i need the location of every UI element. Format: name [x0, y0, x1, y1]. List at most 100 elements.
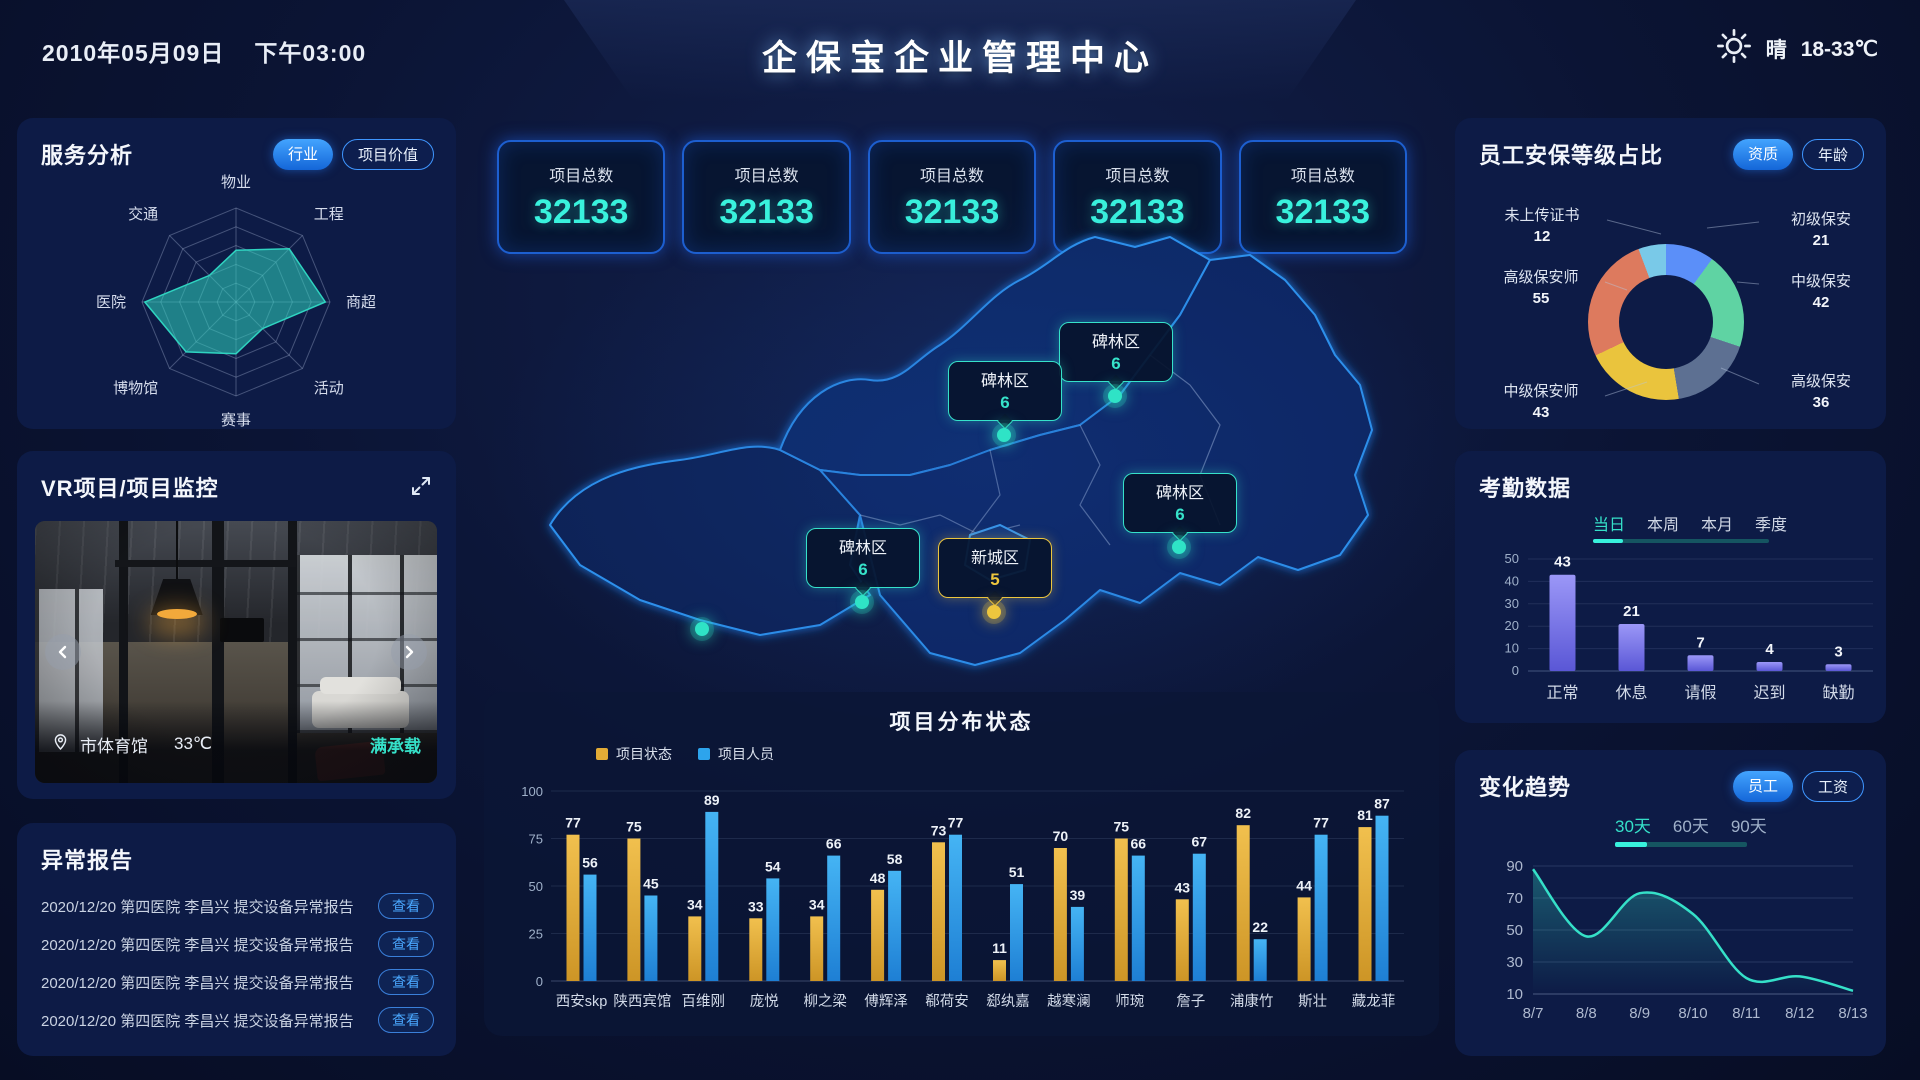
svg-text:22: 22 [1252, 919, 1268, 935]
panel-title: VR项目/项目监控 [41, 476, 219, 501]
donut-label: 高级保安师 55 [1481, 268, 1601, 308]
tab-industry[interactable]: 行业 [272, 138, 333, 170]
stat-cards: 项目总数 32133 项目总数 32133 项目总数 32133 项目总数 32… [497, 140, 1408, 254]
svg-text:51: 51 [1009, 864, 1025, 880]
svg-text:8/8: 8/8 [1576, 1005, 1597, 1022]
svg-text:45: 45 [643, 876, 659, 892]
district-name: 碑林区 [1091, 334, 1140, 351]
location-pin-icon [51, 732, 70, 756]
panel-abnormal-reports: 异常报告 2020/12/20 第四医院 李昌兴 提交设备异常报告 查看 202… [17, 823, 456, 1056]
map-dot-icon[interactable] [855, 595, 869, 609]
weather-range: 18-33℃ [1800, 37, 1878, 61]
svg-text:21: 21 [1623, 603, 1640, 620]
stat-card: 项目总数 32133 [497, 140, 666, 254]
map-tooltip[interactable]: 碑林区 6 [806, 528, 920, 588]
segment-label: 初级保安 [1790, 211, 1851, 228]
segment-label: 未上传证书 [1504, 207, 1580, 224]
view-report-button[interactable]: 查看 [378, 1007, 434, 1033]
segment-label: 中级保安师 [1503, 383, 1579, 400]
svg-text:20: 20 [1505, 618, 1519, 633]
svg-text:43: 43 [1175, 879, 1191, 895]
legend-item-staff[interactable]: 项目人员 [698, 744, 774, 764]
map-tooltip[interactable]: 碑林区 6 [1123, 473, 1237, 533]
page-title: 企保宝企业管理中心 [761, 39, 1158, 78]
stat-label: 项目总数 [734, 168, 799, 185]
attendance-bar-chart: 0 10 20 30 40 50 43 正常 21 休息 7 请假 4 迟到 3 缺勤 [1483, 551, 1883, 721]
svg-text:34: 34 [809, 896, 825, 912]
map-tooltip[interactable]: 碑林区 6 [948, 361, 1062, 421]
donut-label: 中级保安师 43 [1481, 382, 1601, 422]
svg-text:交通: 交通 [128, 205, 158, 223]
tab-qualification[interactable]: 资质 [1732, 138, 1793, 170]
svg-text:博物馆: 博物馆 [113, 380, 158, 397]
svg-text:11: 11 [992, 940, 1007, 956]
prev-arrow-icon[interactable] [45, 634, 81, 670]
map-dot-icon[interactable] [695, 622, 709, 636]
svg-text:商超: 商超 [346, 294, 376, 311]
svg-text:66: 66 [1131, 836, 1147, 852]
svg-text:3: 3 [1834, 643, 1842, 660]
segment-value: 55 [1532, 289, 1550, 307]
svg-text:81: 81 [1357, 807, 1373, 823]
view-report-button[interactable]: 查看 [378, 969, 434, 995]
tab-90-days[interactable]: 90天 [1730, 817, 1767, 836]
map-dot-icon[interactable] [997, 428, 1011, 442]
panel-service-analysis: 服务分析 行业 项目价值 物业 工程 商超 活动 赛事 博物馆 医院 交通 [17, 118, 456, 429]
map-tooltip[interactable]: 碑林区 6 [1059, 322, 1173, 382]
view-report-button[interactable]: 查看 [378, 931, 434, 957]
donut-label: 中级保安 42 [1761, 272, 1881, 312]
svg-text:浦康竹: 浦康竹 [1230, 993, 1274, 1010]
stat-value: 32133 [719, 193, 814, 232]
stat-value: 32133 [905, 193, 1000, 232]
chart-legend: 项目状态 项目人员 [596, 744, 774, 764]
tab-30-days[interactable]: 30天 [1615, 817, 1651, 836]
district-name: 新城区 [970, 550, 1019, 567]
svg-text:陕西宾馆: 陕西宾馆 [613, 993, 671, 1010]
tab-salary[interactable]: 工资 [1801, 770, 1864, 802]
expand-icon[interactable] [410, 475, 432, 502]
svg-text:90: 90 [1506, 858, 1523, 875]
svg-text:郄纨嘉: 郄纨嘉 [986, 993, 1030, 1010]
view-report-button[interactable]: 查看 [378, 893, 434, 919]
tab-this-week[interactable]: 本周 [1647, 517, 1680, 534]
legend-swatch-icon [596, 748, 608, 760]
tab-age[interactable]: 年龄 [1801, 138, 1864, 170]
tab-project-value[interactable]: 项目价值 [341, 138, 434, 170]
svg-text:33: 33 [748, 898, 764, 914]
chart-title: 项目分布状态 [889, 711, 1034, 734]
tab-60-days[interactable]: 60天 [1672, 817, 1709, 836]
trend-line-chart: 10 30 50 70 90 8/7 8/8 8/9 8/10 8/11 8/12 8/13 [1473, 846, 1873, 1036]
trend-tabs: 员工 工资 [1732, 770, 1864, 802]
svg-text:77: 77 [1313, 815, 1329, 831]
legend-label: 项目人员 [718, 746, 774, 762]
svg-text:58: 58 [887, 851, 903, 867]
svg-text:正常: 正常 [1546, 684, 1578, 702]
map-dot-icon[interactable] [987, 605, 1001, 619]
tab-today[interactable]: 当日 [1593, 517, 1626, 534]
report-row: 2020/12/20 第四医院 李昌兴 提交设备异常报告 查看 [17, 1001, 456, 1039]
legend-item-status[interactable]: 项目状态 [596, 744, 672, 764]
tab-quarter[interactable]: 季度 [1755, 517, 1788, 534]
tab-employee[interactable]: 员工 [1732, 770, 1793, 802]
map-dot-icon[interactable] [1172, 540, 1186, 554]
svg-text:48: 48 [870, 870, 886, 886]
map-glow [480, 185, 1490, 745]
tab-this-month[interactable]: 本月 [1701, 517, 1734, 534]
svg-text:54: 54 [765, 858, 781, 874]
svg-text:30: 30 [1505, 596, 1519, 611]
svg-text:医院: 医院 [96, 293, 126, 311]
svg-text:10: 10 [1506, 986, 1523, 1003]
svg-text:越寒澜: 越寒澜 [1047, 992, 1091, 1010]
vr-lamp-glow [156, 609, 197, 619]
next-arrow-icon[interactable] [391, 634, 427, 670]
map-dot-icon[interactable] [1108, 389, 1122, 403]
segment-label: 高级保安 [1790, 373, 1851, 390]
current-date: 2010年05月09日 [42, 40, 225, 66]
map-tooltip[interactable]: 新城区 5 [938, 538, 1052, 598]
legend-swatch-icon [698, 748, 710, 760]
svg-text:87: 87 [1374, 796, 1390, 812]
vr-load-status: 满承载 [370, 736, 421, 756]
current-time: 下午03:00 [254, 40, 367, 66]
service-radar-chart: 物业 工程 商超 活动 赛事 博物馆 医院 交通 [17, 166, 456, 433]
